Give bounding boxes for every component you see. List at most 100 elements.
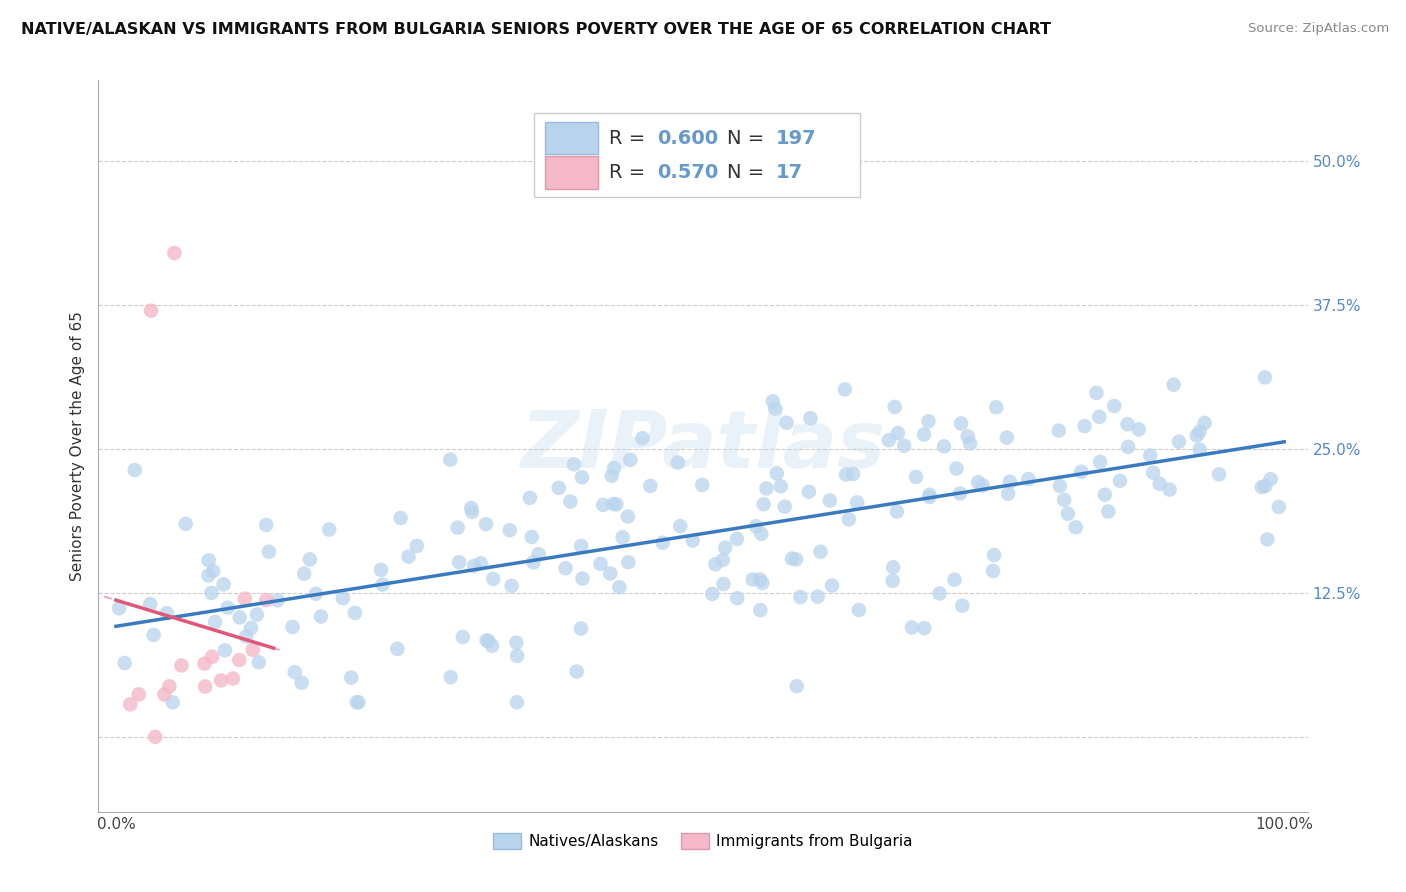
Point <box>506 648 529 663</box>
Point <box>569 539 592 553</box>
Point <box>842 467 865 481</box>
Point <box>565 665 588 679</box>
Point <box>153 688 176 702</box>
Point <box>949 486 972 500</box>
Point <box>235 630 257 644</box>
Point <box>291 675 314 690</box>
Point <box>209 673 232 688</box>
Point <box>114 656 136 670</box>
Point <box>449 555 471 569</box>
Point <box>170 658 193 673</box>
Point <box>1057 507 1080 521</box>
Point <box>371 577 394 591</box>
Point <box>1088 455 1111 469</box>
Point <box>346 695 368 709</box>
Point <box>1017 472 1039 486</box>
Point <box>475 633 498 648</box>
Point <box>848 603 870 617</box>
FancyBboxPatch shape <box>544 122 598 154</box>
Point <box>972 478 994 492</box>
Point <box>475 517 498 532</box>
Point <box>835 467 858 482</box>
Point <box>702 587 724 601</box>
Point <box>605 497 627 511</box>
Point <box>600 468 623 483</box>
Point <box>995 431 1018 445</box>
Point <box>651 535 673 549</box>
Point <box>1094 488 1116 502</box>
FancyBboxPatch shape <box>534 113 860 197</box>
Point <box>725 591 748 606</box>
Point <box>200 586 222 600</box>
Point <box>1128 422 1150 436</box>
Point <box>704 558 727 572</box>
Point <box>725 532 748 546</box>
Point <box>1188 425 1211 439</box>
Point <box>640 479 662 493</box>
Point <box>439 452 461 467</box>
Point <box>838 512 860 526</box>
Point <box>775 416 797 430</box>
Point <box>1163 377 1185 392</box>
Text: 0.600: 0.600 <box>657 128 718 147</box>
Point <box>986 401 1008 415</box>
Point <box>156 606 179 620</box>
Point <box>1254 370 1277 384</box>
Point <box>298 552 321 566</box>
Point <box>617 509 640 524</box>
Point <box>571 572 593 586</box>
Point <box>460 500 482 515</box>
Point <box>846 495 869 509</box>
Point <box>877 433 900 447</box>
Point <box>799 411 821 425</box>
Point <box>943 573 966 587</box>
FancyBboxPatch shape <box>544 156 598 188</box>
Point <box>619 453 641 467</box>
Point <box>405 539 427 553</box>
Point <box>901 620 924 634</box>
Point <box>603 461 626 475</box>
Point <box>461 505 484 519</box>
Point <box>950 417 973 431</box>
Point <box>569 622 592 636</box>
Point <box>1049 479 1071 493</box>
Point <box>318 523 340 537</box>
Point <box>1109 474 1132 488</box>
Point <box>519 491 541 505</box>
Point <box>212 577 235 591</box>
Point <box>821 578 844 592</box>
Point <box>347 695 370 709</box>
Point <box>592 498 614 512</box>
Point <box>340 671 363 685</box>
Point <box>763 401 786 416</box>
Point <box>1088 409 1111 424</box>
Point <box>201 649 224 664</box>
Point <box>451 630 474 644</box>
Point <box>967 475 990 490</box>
Point <box>631 431 654 445</box>
Point <box>1073 419 1095 434</box>
Point <box>193 657 215 671</box>
Point <box>1085 385 1108 400</box>
Point <box>499 523 522 537</box>
Point <box>749 603 772 617</box>
Point <box>745 519 768 533</box>
Point <box>222 672 245 686</box>
Point <box>714 541 737 555</box>
Point <box>174 516 197 531</box>
Point <box>912 427 935 442</box>
Text: R =: R = <box>609 128 651 147</box>
Point <box>527 547 550 561</box>
Point <box>246 607 269 622</box>
Point <box>1053 492 1076 507</box>
Point <box>751 576 773 591</box>
Point <box>163 246 186 260</box>
Point <box>780 551 803 566</box>
Point <box>560 494 582 508</box>
Point <box>470 557 492 571</box>
Point <box>1047 424 1070 438</box>
Point <box>807 590 830 604</box>
Point <box>506 695 529 709</box>
Point <box>501 579 523 593</box>
Point <box>463 558 485 573</box>
